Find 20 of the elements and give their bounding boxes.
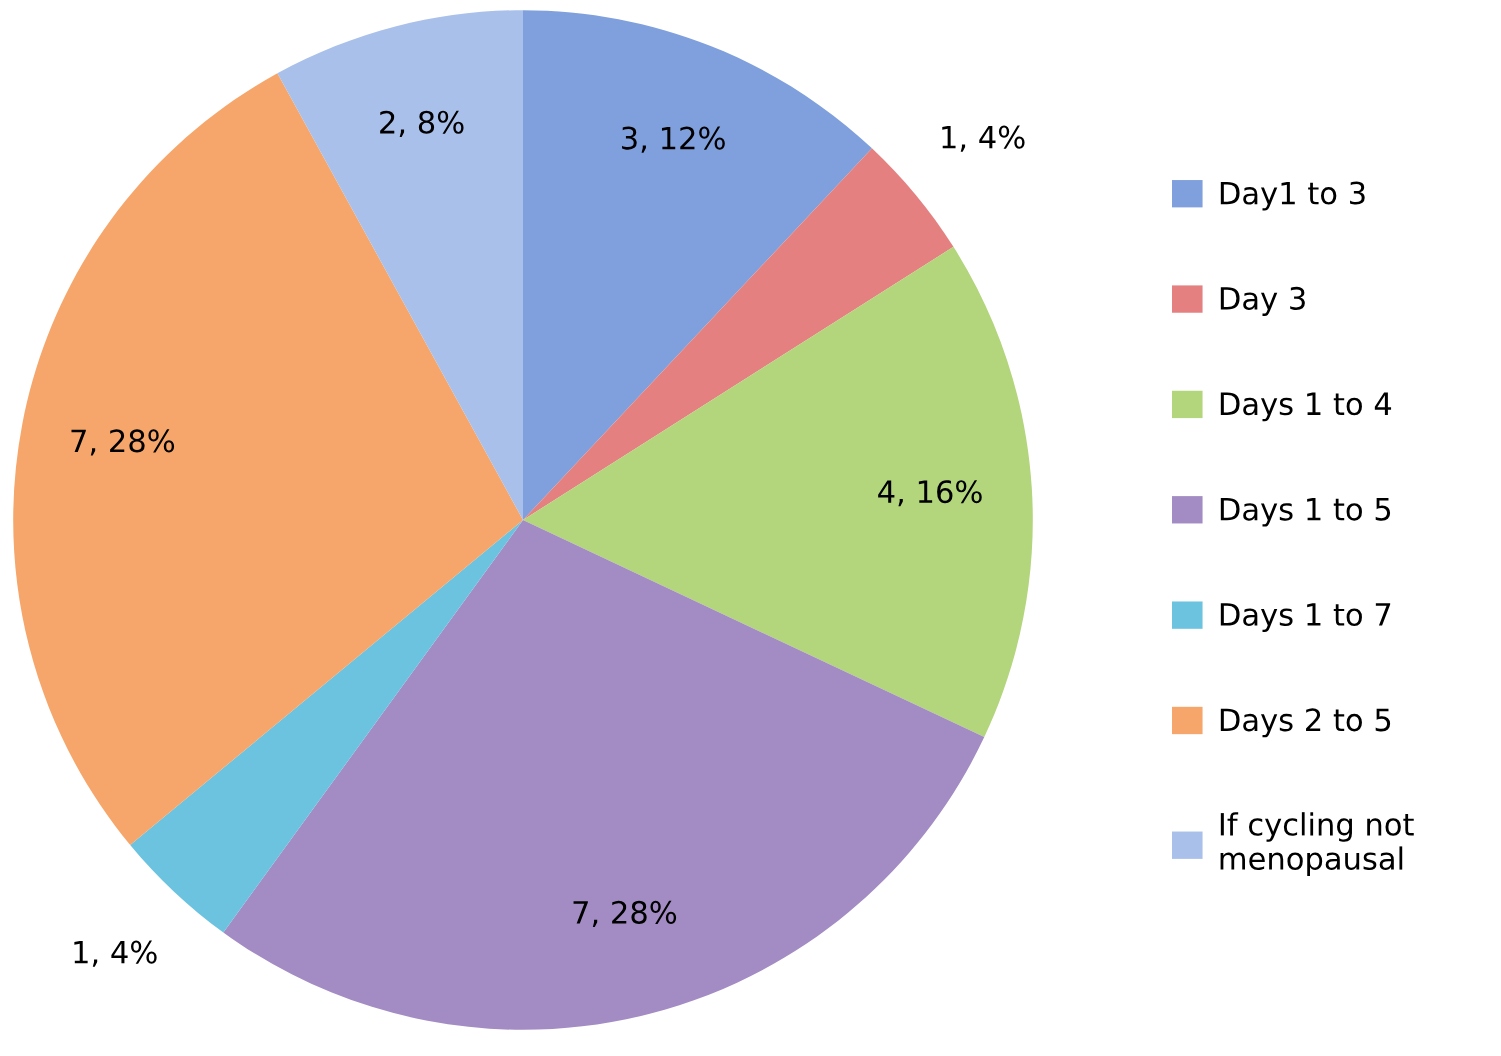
pie-slice	[223, 520, 985, 1030]
data-label: 2, 8%	[380, 110, 464, 137]
legend-label: Days 1 to 7	[1220, 603, 1391, 632]
data-label: 3, 12%	[622, 126, 725, 153]
data-label: 4, 16%	[878, 480, 982, 507]
data-label: 1, 4%	[74, 940, 157, 967]
data-label: 7, 28%	[71, 429, 175, 456]
pie-slice	[523, 10, 872, 520]
pie-slice	[277, 10, 523, 520]
pie-slice	[130, 520, 523, 933]
legend-label: Days 1 to 5	[1220, 497, 1391, 527]
pie-slice	[13, 73, 523, 845]
legend-label: Days 2 to 5	[1220, 708, 1391, 738]
data-label: 7, 28%	[573, 900, 677, 928]
legend-label: Day 3	[1220, 286, 1305, 316]
legend-label: Days 1 to 4	[1220, 392, 1392, 422]
legend-label: Day1 to 3	[1220, 181, 1365, 211]
legend-label: If cycling not menopausal	[1220, 812, 1414, 876]
pie-slice	[523, 246, 1033, 738]
data-label: 1, 4%	[942, 125, 1025, 152]
